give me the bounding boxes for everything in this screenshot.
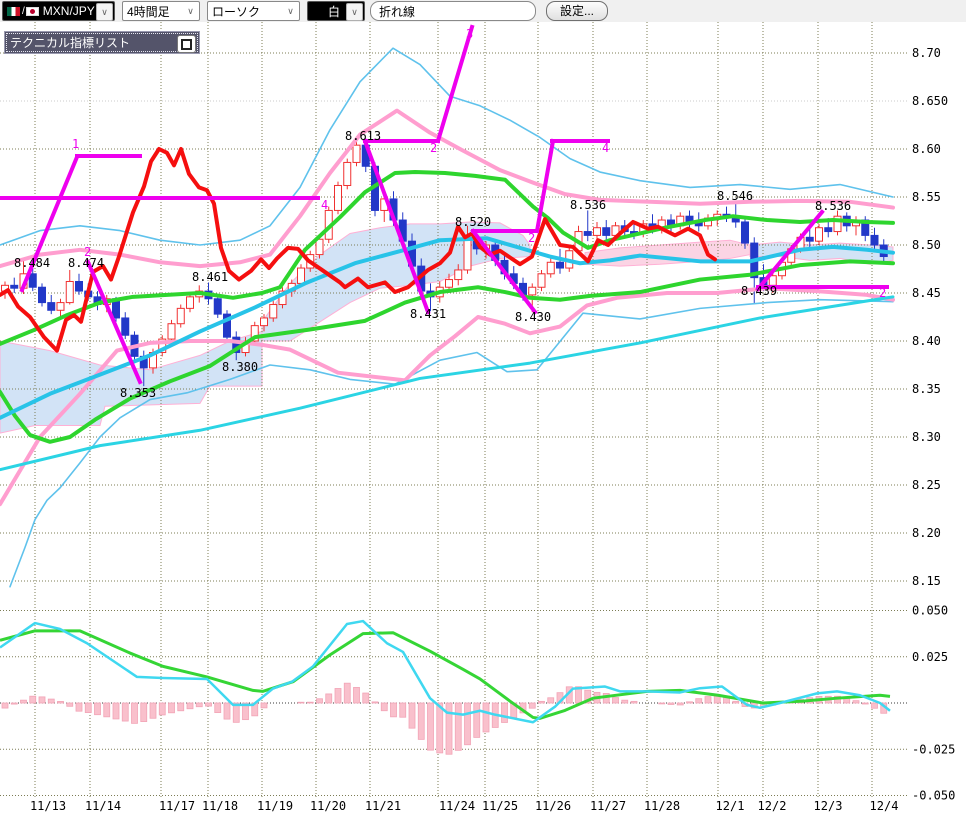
svg-text:11/18: 11/18 — [202, 799, 238, 813]
ma-mid-cyan — [0, 236, 895, 420]
technical-indicator-panel-title: テクニカル指標リスト — [10, 36, 131, 50]
svg-text:11/14: 11/14 — [85, 799, 121, 813]
svg-text:11/26: 11/26 — [535, 799, 571, 813]
svg-text:4: 4 — [321, 198, 328, 212]
svg-text:8.40: 8.40 — [912, 334, 941, 348]
ma-long-trend-cyan — [0, 295, 895, 472]
svg-text:8.35: 8.35 — [912, 382, 941, 396]
svg-text:11/27: 11/27 — [590, 799, 626, 813]
price-axis: 8.70 8.650 8.60 8.55 8.50 8.45 8.40 8.35 8.30 8.2… — [912, 46, 955, 803]
bollinger-upper-3sigma — [0, 47, 894, 246]
svg-text:8.20: 8.20 — [912, 526, 941, 540]
svg-text:12/4: 12/4 — [870, 799, 899, 813]
svg-text:11/25: 11/25 — [482, 799, 518, 813]
svg-text:8.15: 8.15 — [912, 574, 941, 588]
japan-flag-icon — [25, 6, 39, 16]
svg-text:2: 2 — [430, 141, 437, 155]
svg-text:2: 2 — [528, 231, 535, 245]
svg-text:8.546: 8.546 — [717, 189, 753, 203]
flag-separator: / — [22, 5, 25, 17]
svg-text:11/28: 11/28 — [644, 799, 680, 813]
pair-selector[interactable]: / MXN/JPY ∨ — [2, 1, 115, 21]
settings-button[interactable]: 設定... — [546, 1, 608, 21]
svg-text:8.613: 8.613 — [345, 129, 381, 143]
bollinger-upper-2sigma — [0, 108, 895, 269]
trendline-annotations[interactable]: 1 2 4 2 3 4 2 2 — [0, 24, 889, 385]
window-icon — [181, 38, 192, 50]
svg-text:-0.050: -0.050 — [912, 789, 955, 803]
color-scheme-label: 白 — [328, 4, 341, 19]
overlay-lines — [0, 47, 895, 588]
technical-indicator-panel[interactable]: テクニカル指標リスト — [4, 31, 200, 54]
svg-text:8.536: 8.536 — [570, 198, 606, 212]
pair-label: MXN/JPY — [42, 4, 95, 18]
bollinger-lower-3sigma — [9, 298, 894, 588]
chevron-down-icon[interactable]: ∨ — [346, 3, 363, 21]
svg-text:11/19: 11/19 — [257, 799, 293, 813]
svg-text:1: 1 — [72, 137, 79, 151]
svg-text:8.431: 8.431 — [410, 307, 446, 321]
svg-text:2: 2 — [879, 286, 886, 300]
svg-text:8.461: 8.461 — [192, 270, 228, 284]
svg-text:8.55: 8.55 — [912, 190, 941, 204]
svg-text:4: 4 — [602, 141, 609, 155]
svg-text:12/1: 12/1 — [716, 799, 745, 813]
chevron-down-icon[interactable]: ∨ — [187, 5, 194, 16]
svg-text:12/2: 12/2 — [758, 799, 787, 813]
gridlines — [0, 22, 908, 797]
svg-text:8.439: 8.439 — [741, 284, 777, 298]
svg-text:8.45: 8.45 — [912, 286, 941, 300]
svg-text:8.25: 8.25 — [912, 478, 941, 492]
svg-text:8.50: 8.50 — [912, 238, 941, 252]
svg-text:8.30: 8.30 — [912, 430, 941, 444]
svg-text:2: 2 — [84, 245, 91, 259]
toolbar: / MXN/JPY ∨ 4時間足 ∨ ローソク ∨ 白 ∨ 設定... — [0, 0, 966, 22]
red-indicator-line — [0, 147, 717, 353]
svg-text:-0.025: -0.025 — [912, 742, 955, 756]
svg-text:11/21: 11/21 — [365, 799, 401, 813]
ma-green-fast — [0, 170, 895, 346]
chart-type-label: ローソク — [212, 4, 261, 19]
macd-line — [0, 619, 891, 724]
svg-text:0.025: 0.025 — [912, 650, 948, 664]
bollinger-lower-2sigma — [0, 286, 895, 507]
svg-text:8.650: 8.650 — [912, 94, 948, 108]
ma-green-slow — [0, 259, 895, 444]
mexico-flag-icon — [7, 6, 20, 16]
svg-text:8.484: 8.484 — [14, 256, 50, 270]
timeframe-selector[interactable]: 4時間足 ∨ — [122, 1, 200, 21]
chevron-down-icon[interactable]: ∨ — [287, 5, 294, 16]
svg-text:3: 3 — [466, 27, 473, 41]
svg-text:8.380: 8.380 — [222, 360, 258, 374]
overlay-type-input[interactable] — [370, 1, 536, 21]
chevron-down-icon[interactable]: ∨ — [96, 3, 113, 21]
price-point-labels: 8.484 8.474 8.461 8.613 8.520 8.431 8.430 8.536… — [14, 129, 851, 400]
svg-text:0.050: 0.050 — [912, 604, 948, 618]
svg-text:8.70: 8.70 — [912, 46, 941, 60]
date-axis: 11/13 11/14 11/17 11/18 11/19 11/20 11/21 11/24… — [30, 799, 899, 813]
svg-text:12/3: 12/3 — [814, 799, 843, 813]
svg-text:8.430: 8.430 — [515, 310, 551, 324]
svg-text:11/17: 11/17 — [159, 799, 195, 813]
timeframe-label: 4時間足 — [127, 4, 170, 19]
svg-text:8.353: 8.353 — [120, 386, 156, 400]
macd-pane — [0, 619, 891, 755]
color-scheme-selector[interactable]: 白 ∨ — [307, 1, 365, 21]
restore-window-button[interactable] — [177, 35, 196, 53]
svg-text:8.474: 8.474 — [68, 256, 104, 270]
svg-text:11/20: 11/20 — [310, 799, 346, 813]
svg-text:8.520: 8.520 — [455, 215, 491, 229]
svg-text:8.536: 8.536 — [815, 199, 851, 213]
svg-text:11/24: 11/24 — [439, 799, 475, 813]
svg-text:11/13: 11/13 — [30, 799, 66, 813]
svg-text:8.60: 8.60 — [912, 142, 941, 156]
chart-type-selector[interactable]: ローソク ∨ — [207, 1, 300, 21]
